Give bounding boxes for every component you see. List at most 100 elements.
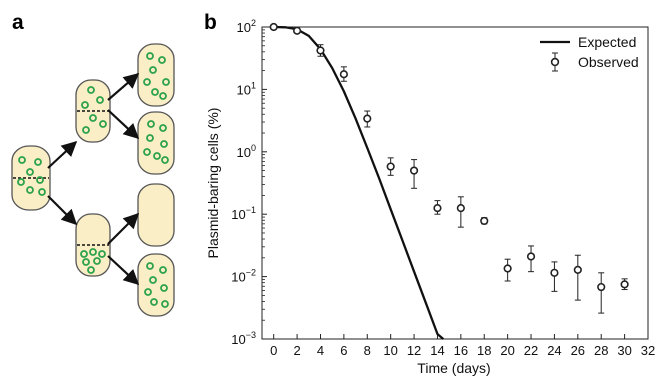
observed-point xyxy=(339,66,348,82)
plasmid-icon xyxy=(146,262,154,270)
y-tick-label: 102 xyxy=(237,18,256,35)
observed-point xyxy=(526,245,536,273)
plasmid-icon xyxy=(160,140,168,148)
y-axis-label: Plasmid-baring cells (%) xyxy=(205,108,221,259)
cell-gen2-4 xyxy=(137,253,175,317)
observed-marker xyxy=(573,265,582,275)
x-tick-label: 2 xyxy=(293,343,300,358)
cell-gen2-2 xyxy=(137,111,175,175)
y-tick-label: 10−3 xyxy=(231,330,256,347)
plasmid-icon xyxy=(143,78,151,86)
x-tick-label: 8 xyxy=(364,343,371,358)
plasmid-icon xyxy=(153,152,161,160)
x-tick-label: 14 xyxy=(430,343,444,358)
panel-b-letter: b xyxy=(204,11,217,34)
legend-observed-marker xyxy=(550,57,560,67)
observed-marker xyxy=(269,22,278,32)
plasmid-icon xyxy=(147,120,155,128)
plasmid-icon xyxy=(38,188,46,196)
plasmid-icon xyxy=(81,101,89,109)
x-tick-label: 22 xyxy=(524,343,538,358)
x-tick-label: 28 xyxy=(594,343,608,358)
plasmid-icon xyxy=(89,248,97,256)
plasmid-icon xyxy=(17,178,25,186)
observed-marker xyxy=(503,264,512,273)
observed-point xyxy=(456,196,465,228)
plasmid-icon xyxy=(146,52,154,60)
observed-marker xyxy=(292,26,302,35)
y-tick-label: 100 xyxy=(237,143,256,160)
legend-observed-label: Observed xyxy=(578,54,639,70)
plasmid-icon xyxy=(149,66,157,74)
observed-point xyxy=(433,200,442,215)
plasmid-icon xyxy=(87,86,95,94)
plasmid-icon xyxy=(89,114,97,122)
observed-marker xyxy=(409,166,419,175)
cell-gen1-bottom xyxy=(75,213,111,277)
expected-curve xyxy=(273,25,445,340)
plasmid-icon xyxy=(26,168,34,176)
x-tick-label: 6 xyxy=(340,343,347,358)
observed-point xyxy=(550,261,559,292)
plasmid-icon xyxy=(98,250,106,258)
observed-point xyxy=(620,278,629,291)
plasmid-icon xyxy=(146,134,154,142)
observed-series xyxy=(269,22,629,314)
cell-body xyxy=(137,43,175,107)
y-tick-label: 10−1 xyxy=(231,205,256,222)
plasmid-icon xyxy=(159,124,167,132)
plasmid-icon xyxy=(87,266,95,274)
x-tick-label: 20 xyxy=(500,343,514,358)
observed-marker xyxy=(456,204,465,213)
plasmid-icon xyxy=(99,120,107,128)
plasmid-icon xyxy=(161,300,169,308)
x-tick-label: 18 xyxy=(477,343,491,358)
legend: Expected Observed xyxy=(540,34,639,72)
plasmid-icon xyxy=(159,266,167,274)
observed-point xyxy=(597,272,606,314)
plasmid-icon xyxy=(34,158,42,166)
plot-area-frame xyxy=(261,26,649,340)
observed-marker xyxy=(526,252,536,261)
observed-marker xyxy=(386,162,395,171)
plasmid-icon xyxy=(151,88,159,96)
x-tick-label: 32 xyxy=(641,343,655,358)
plasmid-icon xyxy=(80,250,88,258)
x-axis-label: Time (days) xyxy=(417,360,490,376)
observed-marker xyxy=(433,204,442,213)
plasmid-icon xyxy=(160,284,168,292)
plasmid-icon xyxy=(36,176,44,184)
observed-point xyxy=(292,26,302,35)
cell-gen2-1 xyxy=(137,43,175,107)
y-axis: 102 101 100 10−1 10−2 10−3 xyxy=(231,18,267,347)
observed-point xyxy=(480,216,489,226)
plasmid-icon xyxy=(96,96,104,104)
plasmid-icon xyxy=(144,288,152,296)
x-tick-label: 24 xyxy=(547,343,561,358)
plasmid-decay-chart: 0 2 4 6 8 10 12 14 16 18 20 22 24 26 28 30 32 1021011001… xyxy=(205,18,655,376)
cell-parent xyxy=(11,145,51,211)
plasmid-icon xyxy=(149,276,157,284)
observed-marker xyxy=(316,46,325,55)
observed-point xyxy=(316,44,325,57)
x-tick-label: 30 xyxy=(617,343,631,358)
cell-gen2-3 xyxy=(137,183,175,247)
cell-gen1-top xyxy=(75,79,111,143)
observed-point xyxy=(409,159,419,189)
y-tick-label: 101 xyxy=(237,80,256,97)
x-tick-label: 12 xyxy=(407,343,421,358)
plasmid-icon xyxy=(82,126,90,134)
observed-marker xyxy=(339,70,348,79)
cell-body xyxy=(137,111,175,175)
observed-point xyxy=(503,258,512,282)
observed-marker xyxy=(597,282,606,292)
legend-expected-label: Expected xyxy=(578,34,636,50)
division-arrows xyxy=(47,72,140,286)
plasmid-icon xyxy=(18,156,26,164)
plasmid-icon xyxy=(159,92,167,100)
x-tick-label: 4 xyxy=(317,343,324,358)
observed-marker xyxy=(620,280,629,289)
plasmid-icon xyxy=(93,257,101,265)
plasmid-icon xyxy=(162,78,170,86)
